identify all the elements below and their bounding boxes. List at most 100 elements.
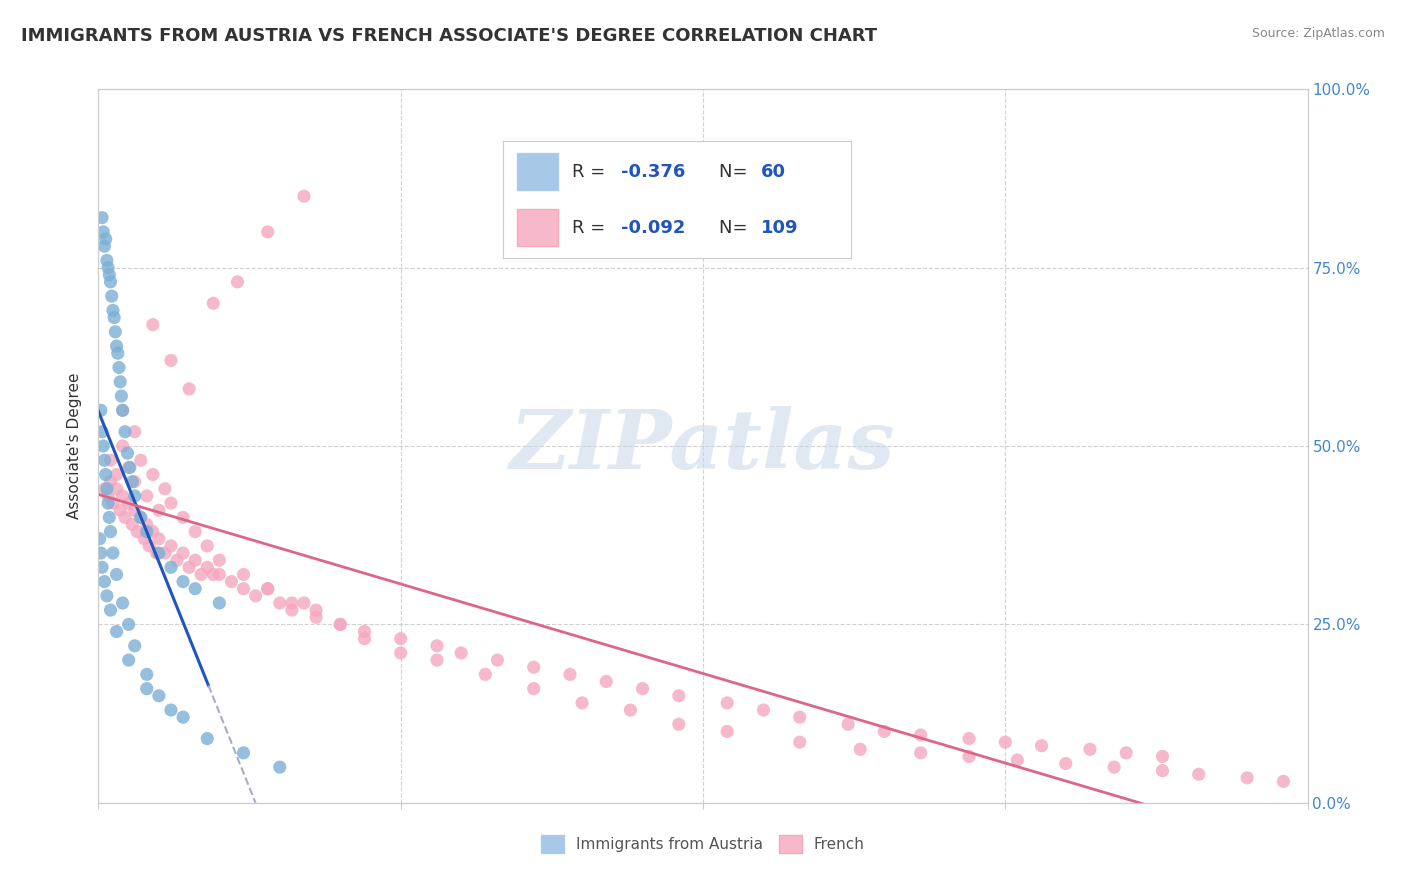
Point <box>1007 753 1029 767</box>
Point <box>269 596 291 610</box>
Point <box>910 746 932 760</box>
Point <box>849 742 872 756</box>
Point <box>160 353 183 368</box>
Point <box>426 653 449 667</box>
Point <box>96 482 118 496</box>
Point <box>117 446 139 460</box>
Point <box>160 539 183 553</box>
Point <box>118 460 141 475</box>
Point <box>108 375 131 389</box>
Point <box>100 524 122 539</box>
Y-axis label: Associate's Degree: Associate's Degree <box>67 373 83 519</box>
Point <box>160 496 183 510</box>
Point <box>195 539 218 553</box>
Point <box>108 503 131 517</box>
Point <box>619 703 641 717</box>
Point <box>111 403 134 417</box>
Point <box>91 439 114 453</box>
Point <box>232 582 254 596</box>
Point <box>190 567 212 582</box>
Point <box>486 653 509 667</box>
Point <box>98 510 121 524</box>
Point <box>94 467 117 482</box>
Point <box>232 567 254 582</box>
Point <box>558 667 581 681</box>
Text: Source: ZipAtlas.com: Source: ZipAtlas.com <box>1251 27 1385 40</box>
Point <box>474 667 496 681</box>
Point <box>957 749 980 764</box>
Point <box>111 596 134 610</box>
Point <box>91 425 114 439</box>
Point <box>93 453 115 467</box>
Point <box>595 674 617 689</box>
Point <box>172 574 194 589</box>
Point <box>97 260 120 275</box>
Point <box>93 574 115 589</box>
Point <box>789 710 811 724</box>
Point <box>153 482 176 496</box>
Point <box>91 225 114 239</box>
Point <box>105 567 128 582</box>
Point <box>1102 760 1125 774</box>
Point <box>389 632 412 646</box>
Point <box>107 346 129 360</box>
Point <box>100 275 122 289</box>
Point <box>111 403 134 417</box>
Point <box>389 646 412 660</box>
Point <box>195 731 218 746</box>
Point <box>148 546 170 560</box>
Point <box>108 360 131 375</box>
Point <box>105 339 128 353</box>
Point <box>91 211 114 225</box>
Point <box>1236 771 1258 785</box>
Point <box>172 510 194 524</box>
Point <box>523 660 546 674</box>
Point <box>103 310 125 325</box>
Point <box>269 760 291 774</box>
Point <box>118 496 141 510</box>
Point <box>202 296 225 310</box>
Point <box>90 403 112 417</box>
Point <box>135 681 157 696</box>
Point <box>160 560 183 574</box>
Text: IMMIGRANTS FROM AUSTRIA VS FRENCH ASSOCIATE'S DEGREE CORRELATION CHART: IMMIGRANTS FROM AUSTRIA VS FRENCH ASSOCI… <box>21 27 877 45</box>
Point <box>124 489 146 503</box>
Point <box>148 503 170 517</box>
Point <box>104 325 127 339</box>
Point <box>111 489 134 503</box>
Point <box>184 524 207 539</box>
Point <box>96 253 118 268</box>
Point <box>873 724 896 739</box>
Point <box>353 624 375 639</box>
Point <box>94 232 117 246</box>
Point <box>118 617 141 632</box>
Point <box>100 289 122 303</box>
Point <box>172 546 194 560</box>
Point <box>98 268 121 282</box>
Point <box>179 382 201 396</box>
Point <box>100 603 122 617</box>
Point <box>148 532 170 546</box>
Point <box>256 225 278 239</box>
Point <box>910 728 932 742</box>
Point <box>160 703 183 717</box>
Point <box>281 596 304 610</box>
Point <box>93 239 115 253</box>
Point <box>1031 739 1053 753</box>
Point <box>232 746 254 760</box>
Point <box>1152 749 1174 764</box>
Point <box>124 475 146 489</box>
Point <box>105 482 128 496</box>
Bar <box>516 153 558 190</box>
Point <box>100 453 122 467</box>
Point <box>221 574 243 589</box>
Point <box>105 624 128 639</box>
Point <box>91 560 114 574</box>
Point <box>97 496 120 510</box>
Point <box>281 603 304 617</box>
Point <box>124 503 146 517</box>
Point <box>142 467 165 482</box>
Point <box>89 532 111 546</box>
Point <box>631 681 654 696</box>
Point <box>184 553 207 567</box>
